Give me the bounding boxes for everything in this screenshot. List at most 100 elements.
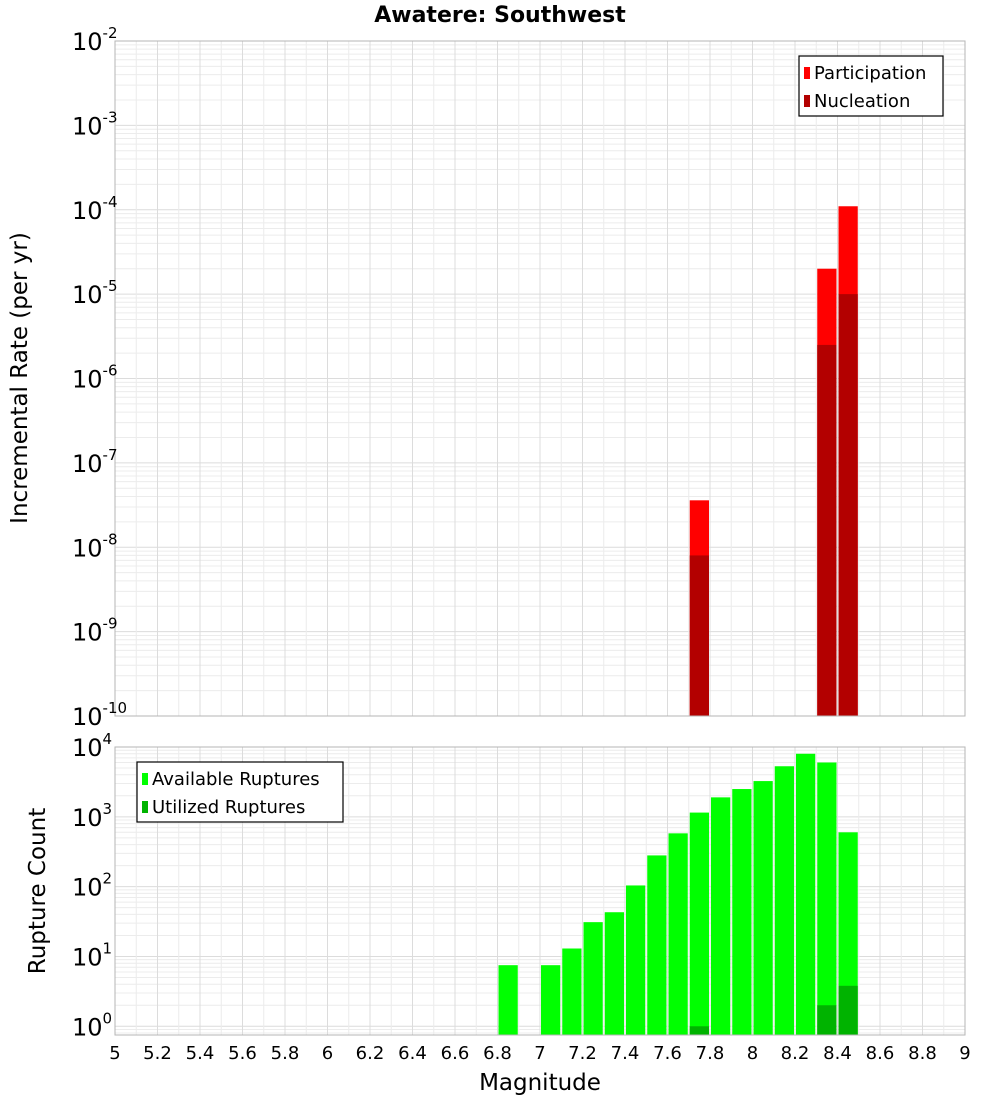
y-tick-base: 10 [72,534,103,562]
y-tick-base: 10 [72,112,103,140]
y-tick-label: 10-5 [72,277,118,309]
y-tick-base: 10 [72,874,103,902]
y-tick-base: 10 [72,197,103,225]
x-tick-label: 8.8 [908,1043,937,1064]
y-tick-label: 104 [72,730,112,762]
y-tick-base: 10 [72,943,103,971]
x-tick-label: 6.8 [483,1043,512,1064]
count-bars [498,753,858,1035]
rate-legend-swatch [804,67,810,79]
y-tick-label: 10-9 [72,615,118,647]
series-b-bar-rate [689,555,709,716]
series-b-bar-count [689,1026,709,1035]
y-tick-base: 10 [72,450,103,478]
rate-legend-label: Nucleation [814,91,910,112]
y-tick-exponent: 1 [103,939,113,957]
x-tick-label: 5.6 [228,1043,257,1064]
y-tick-label: 103 [72,800,112,832]
x-tick-label: 5.2 [143,1043,172,1064]
y-tick-exponent: 0 [103,1009,113,1027]
series-a-bar-count [689,812,709,1035]
count-legend-box [136,761,344,823]
x-ticks: 5 5.2 5.4 5.6 5.8 6 6.2 6.4 6.6 6.8 7 7.2 7.4 7.6 7.8 8… [109,1043,970,1064]
count-legend: Available Ruptures Utilized Ruptures [136,761,344,823]
series-a-bar-count [498,965,518,1035]
x-tick-label: 7 [534,1043,545,1064]
series-a-bar-count [583,922,603,1035]
y-tick-label: 10-7 [72,446,118,478]
series-a-bar-count [753,781,773,1035]
y-tick-base: 10 [72,804,103,832]
series-a-bar-count [604,912,624,1035]
x-tick-label: 8 [747,1043,758,1064]
y-tick-exponent: 4 [103,730,113,748]
y-tick-base: 10 [72,1013,103,1041]
series-a-bar-count [817,762,837,1035]
rate-grid [114,40,966,717]
y-tick-exponent: -8 [103,530,118,548]
x-tick-label: 7.4 [611,1043,640,1064]
y-tick-base: 10 [72,28,103,56]
y-tick-exponent: -3 [103,108,118,126]
rate-y-axis-label: Incremental Rate (per yr) [7,232,33,524]
y-tick-label: 10-10 [72,699,127,731]
y-tick-label: 10-2 [72,24,118,56]
series-b-bar-rate [817,344,837,716]
x-axis-label: Magnitude [479,1070,601,1096]
series-b-bar-rate [838,294,858,716]
x-tick-label: 8.4 [823,1043,852,1064]
rate-legend-box [798,55,944,117]
series-a-bar-count [668,833,688,1035]
series-a-bar-count [647,855,667,1035]
series-a-bar-count [541,965,561,1035]
y-tick-base: 10 [72,703,103,731]
x-tick-label: 7.8 [696,1043,725,1064]
series-a-bar-count [774,766,794,1035]
y-tick-exponent: -2 [103,24,118,42]
y-tick-exponent: -4 [103,193,118,211]
count-legend-swatch [142,801,148,813]
series-a-bar-count [562,948,582,1035]
y-tick-base: 10 [72,281,103,309]
y-tick-exponent: -9 [103,615,118,633]
y-tick-base: 10 [72,619,103,647]
x-tick-label: 6.6 [441,1043,470,1064]
count-plot-frame [114,746,966,1036]
x-tick-label: 5.4 [186,1043,215,1064]
y-tick-label: 100 [72,1009,112,1041]
x-tick-label: 7.2 [568,1043,597,1064]
y-tick-label: 101 [72,939,112,971]
rate-legend: Participation Nucleation [798,55,944,117]
x-tick-label: 8.2 [781,1043,810,1064]
series-b-bar-count [817,1005,837,1035]
y-tick-base: 10 [72,734,103,762]
series-a-bar-count [711,797,731,1035]
y-tick-exponent: -6 [103,362,118,380]
y-tick-exponent: -10 [103,699,128,717]
x-tick-label: 9 [959,1043,970,1064]
y-tick-exponent: -7 [103,446,118,464]
x-tick-label: 6.4 [398,1043,427,1064]
rate-bars [689,206,858,716]
series-a-bar-count [838,832,858,1035]
x-tick-label: 7.6 [653,1043,682,1064]
series-b-bar-count [838,985,858,1035]
y-tick-exponent: 2 [103,870,113,888]
count-legend-label: Available Ruptures [152,769,320,790]
rate-legend-label: Participation [814,63,926,84]
rate-plot-frame [114,40,966,717]
y-tick-label: 10-6 [72,362,118,394]
y-tick-label: 102 [72,870,112,902]
chart-title: Awatere: Southwest [374,3,626,28]
count-legend-swatch [142,773,148,785]
y-tick-exponent: 3 [103,800,113,818]
y-tick-label: 10-3 [72,108,118,140]
series-a-bar-count [732,789,752,1035]
x-tick-label: 8.6 [866,1043,895,1064]
count-y-axis-label: Rupture Count [25,808,51,974]
series-a-bar-count [626,885,646,1035]
